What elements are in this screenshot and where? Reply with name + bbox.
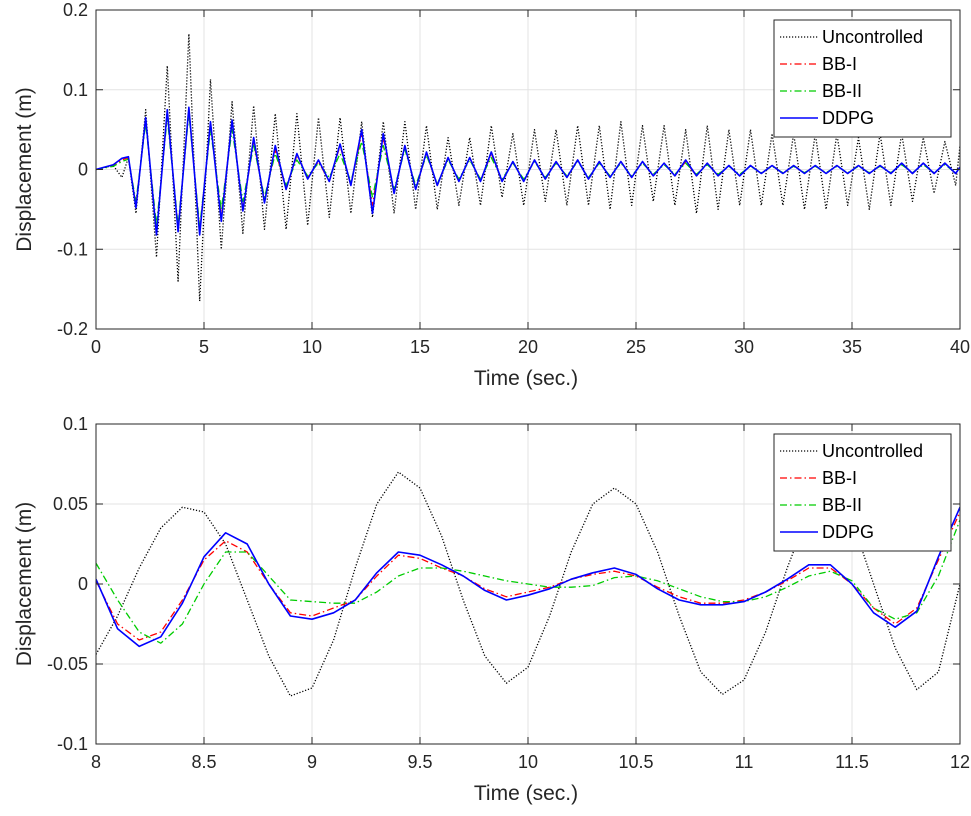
y-axis-title: Displacement (m) (13, 87, 36, 252)
x-tick-label: 20 (518, 337, 538, 357)
x-axis-title: Time (sec.) (474, 367, 578, 390)
x-tick-label: 9.5 (407, 752, 432, 772)
y-tick-label: 0.1 (63, 80, 88, 100)
x-tick-label: 15 (410, 337, 430, 357)
y-tick-label: 0 (78, 160, 88, 180)
y-tick-label: -0.2 (57, 319, 88, 339)
legend-label-ddpg: DDPG (822, 522, 874, 542)
x-tick-label: 8 (91, 752, 101, 772)
y-tick-label: 0.1 (63, 414, 88, 434)
x-tick-label: 40 (950, 337, 970, 357)
top-plot: 0 5 10 15 20 25 30 35 40 -0.2 -0.1 0 0.1 0.2 Time (sec… (13, 0, 970, 390)
x-tick-label: 30 (734, 337, 754, 357)
legend-label-uncontrolled: Uncontrolled (822, 441, 923, 461)
legend-label-ddpg: DDPG (822, 108, 874, 128)
bottom-plot: 8 8.5 9 9.5 10 10.5 11 11.5 12 -0.1 -0.05 0 0.05 0.1 T… (13, 414, 970, 805)
x-tick-label: 10 (302, 337, 322, 357)
x-tick-label: 10 (518, 752, 538, 772)
x-tick-label: 10.5 (618, 752, 653, 772)
legend-label-bb-i: BB-I (822, 54, 857, 74)
legend: Uncontrolled BB-I BB-II DDPG (773, 433, 952, 552)
legend: Uncontrolled BB-I BB-II DDPG (773, 19, 952, 138)
legend-label-uncontrolled: Uncontrolled (822, 27, 923, 47)
x-tick-label: 11.5 (835, 752, 869, 772)
x-tick-label: 5 (199, 337, 209, 357)
legend-label-bb-i: BB-I (822, 468, 857, 488)
x-tick-label: 35 (842, 337, 862, 357)
x-tick-label: 11 (735, 752, 754, 772)
y-tick-label: -0.05 (47, 654, 88, 674)
legend-label-bb-ii: BB-II (822, 495, 862, 515)
series-line-ddpg (96, 506, 960, 648)
x-tick-label: 25 (626, 337, 646, 357)
y-tick-label: 0.2 (63, 0, 88, 20)
x-axis-title: Time (sec.) (474, 782, 578, 805)
x-tick-label: 8.5 (191, 752, 216, 772)
y-tick-label: 0.05 (53, 494, 88, 514)
y-tick-label: -0.1 (57, 239, 88, 259)
series-line-ddpg (96, 106, 960, 236)
legend-label-bb-ii: BB-II (822, 81, 862, 101)
series-line-bb-ii (96, 519, 960, 644)
x-tick-label: 12 (950, 752, 970, 772)
y-axis-title: Displacement (m) (13, 502, 36, 667)
y-tick-label: -0.1 (57, 734, 88, 754)
x-tick-label: 0 (91, 337, 101, 357)
y-tick-label: 0 (78, 574, 88, 594)
x-tick-label: 9 (307, 752, 317, 772)
